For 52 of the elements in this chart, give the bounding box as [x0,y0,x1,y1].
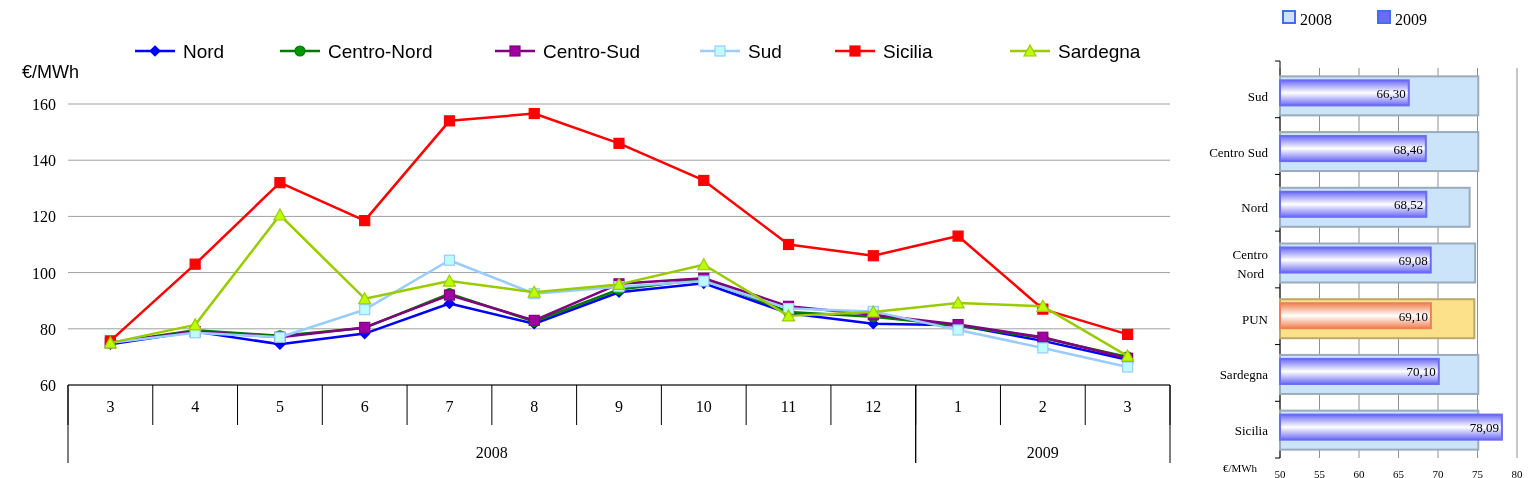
y-tick-label: 140 [32,152,56,170]
x-tick-label: 9 [615,398,623,415]
x-tick-label: 8 [530,398,539,415]
x-tick-label: 11 [780,398,797,415]
x-tick-label: 7 [445,398,454,415]
legend-label: 2009 [1395,11,1427,28]
legend-label: Centro-Nord [328,41,433,62]
x-tick-label: 5 [275,398,284,415]
data-label: 68,46 [1393,141,1424,157]
x-tick-label: 70 [1432,468,1444,478]
data-label: 69,08 [1398,253,1428,268]
x-tick-label: 10 [695,398,712,415]
y-tick-label: Sud [1247,88,1269,104]
x-tick-label: 1 [954,398,963,415]
y-tick-label: Centro Nord [1232,247,1268,281]
y-tick-label: 120 [32,208,56,226]
legend-label: Sardegna [1058,41,1141,62]
x-tick-label: 2 [1038,398,1047,415]
x-tick-label: 6 [360,398,369,415]
y-tick-label: 80 [40,320,56,338]
legend-label: Sicilia [883,41,934,62]
x-tick-label: 50 [1274,468,1286,478]
x-tick-label: 3 [1123,398,1132,415]
text: 2008 [475,444,508,461]
y-tick-label: Centro Sud [1209,144,1269,160]
y-axis-title: €/MWh [22,62,80,82]
text: 2009 [1026,444,1059,461]
x-tick-label: 4 [191,398,200,415]
data-label: 70,10 [1406,364,1436,380]
x-axis-title: €/MWh [1222,462,1258,474]
x-tick-label: 75 [1472,468,1484,478]
data-label: 69,10 [1398,308,1428,324]
x-tick-label: 55 [1314,468,1326,478]
legend-label: Centro-Sud [543,41,641,62]
x-tick-label: 3 [106,398,115,415]
x-tick-label: 12 [865,398,882,415]
data-label: 66,30 [1376,85,1406,101]
y-tick-label: PUN [1241,311,1269,327]
y-tick-label: Sicilia [1234,423,1269,439]
y-tick-label: 60 [40,377,56,394]
legend-label: 2008 [1300,11,1332,28]
data-label: 68,52 [1394,197,1424,213]
y-tick-label: 100 [32,264,56,282]
y-tick-label: 160 [32,96,56,113]
x-tick-label: 80 [1511,468,1523,478]
x-tick-label: 60 [1353,468,1365,478]
x-tick-label: 65 [1393,468,1405,478]
y-tick-label: Sardegna [1219,367,1269,383]
y-tick-label: Nord [1241,200,1269,216]
data-label: 78,09 [1469,420,1499,436]
legend-label: Sud [748,41,782,62]
legend-label: Nord [183,41,225,62]
